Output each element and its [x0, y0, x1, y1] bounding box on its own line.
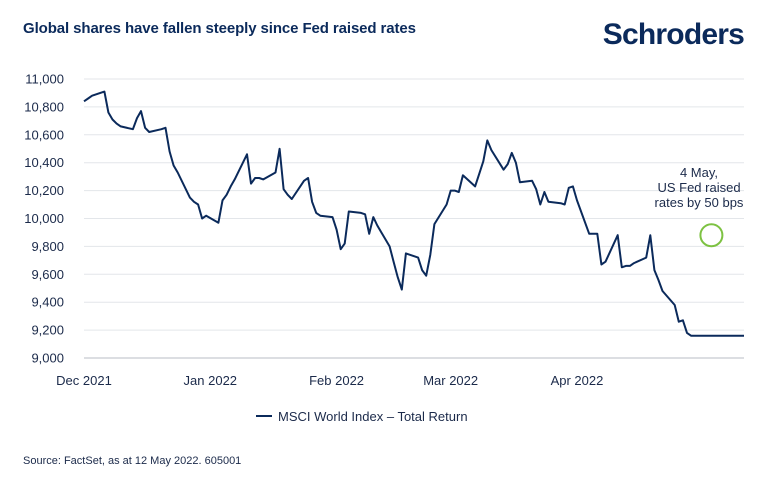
y-tick-label: 10,800: [24, 99, 64, 114]
legend: MSCI World Index – Total Return: [256, 409, 468, 424]
series-line-msci-world: [83, 90, 744, 337]
brand-logo: Schroders: [602, 18, 745, 51]
line-chart: 9,000 9,200 9,400 9,600 9,800 10,000 10,200 10,…: [24, 72, 744, 424]
y-tick-label: 10,400: [24, 155, 64, 170]
y-tick-label: 10,200: [24, 183, 64, 198]
chart-title: Global shares have fallen steeply since …: [23, 20, 416, 37]
grid-lines: [84, 78, 744, 359]
y-tick-label: 10,000: [24, 211, 64, 226]
fed-hike-annotation: 4 May, US Fed raised rates by 50 bps: [655, 165, 744, 210]
fed-hike-marker: [699, 223, 724, 248]
source-note: Source: FactSet, as at 12 May 2022. 6050…: [23, 455, 242, 467]
x-tick-label: Feb 2022: [309, 373, 364, 388]
annotation-line: rates by 50 bps: [655, 195, 744, 210]
annotation-line: 4 May,: [680, 165, 718, 180]
x-tick-label: Jan 2022: [184, 373, 238, 388]
x-tick-label: Apr 2022: [551, 373, 604, 388]
y-tick-label: 9,000: [31, 351, 64, 366]
x-axis-labels: Dec 2021 Jan 2022 Feb 2022 Mar 2022 Apr 2022: [56, 373, 603, 388]
y-axis-labels: 9,000 9,200 9,400 9,600 9,800 10,000 10,200 10,…: [24, 72, 64, 366]
y-tick-label: 9,400: [31, 295, 64, 310]
y-tick-label: 10,600: [24, 127, 64, 142]
annotation-line: US Fed raised: [657, 180, 740, 195]
x-tick-label: Dec 2021: [56, 373, 112, 388]
y-tick-label: 9,600: [31, 267, 64, 282]
y-tick-label: 9,200: [31, 323, 64, 338]
legend-label: MSCI World Index – Total Return: [278, 409, 468, 424]
x-tick-label: Mar 2022: [423, 373, 478, 388]
y-tick-label: 11,000: [25, 72, 64, 87]
y-tick-label: 9,800: [31, 239, 64, 254]
